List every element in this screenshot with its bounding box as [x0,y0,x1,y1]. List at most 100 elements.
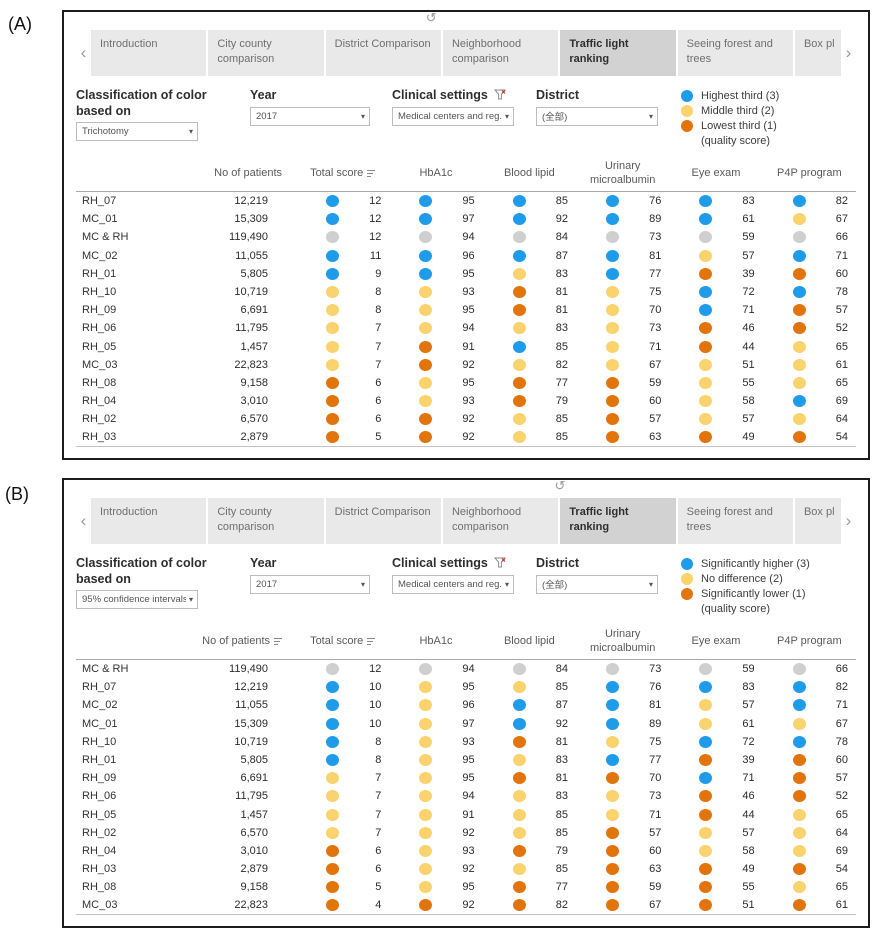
lipid-yellow-dot[interactable] [512,808,526,821]
urinary-yellow-dot[interactable] [606,304,619,317]
score-blue-dot[interactable] [326,735,339,748]
row-label[interactable]: RH_06 [82,322,117,335]
score-yellow-dot[interactable] [326,322,339,335]
legend-item-blue[interactable]: Significantly higher (3) [681,558,856,570]
row-label[interactable]: RH_10 [82,286,117,299]
lipid-yellow-dot[interactable] [512,322,526,335]
lipid-gray-dot[interactable] [512,231,526,244]
urinary-orange-dot[interactable] [606,844,619,857]
lipid-orange-dot[interactable] [512,844,526,857]
row-label[interactable]: RH_10 [82,735,117,748]
tab-city-county-comparison[interactable]: City county comparison [208,498,324,544]
hba1c-orange-dot[interactable] [419,899,433,912]
eye-yellow-dot[interactable] [699,358,713,371]
p4p-blue-dot[interactable] [792,699,806,712]
legend-item-yellow[interactable]: Middle third (2) [681,105,856,117]
lipid-blue-dot[interactable] [512,195,526,208]
row-label[interactable]: RH_04 [82,844,117,857]
eye-blue-dot[interactable] [699,772,713,785]
lipid-blue-dot[interactable] [512,699,526,712]
lipid-blue-dot[interactable] [512,249,526,262]
urinary-orange-dot[interactable] [606,772,619,785]
lipid-gray-dot[interactable] [512,663,526,676]
p4p-blue-dot[interactable] [792,681,806,694]
hba1c-blue-dot[interactable] [419,249,433,262]
p4p-blue-dot[interactable] [792,286,806,299]
score-orange-dot[interactable] [326,863,339,876]
tabs-scroll-left-icon[interactable]: ‹ [80,43,87,62]
tab-district-comparison[interactable]: District Comparison [325,30,441,76]
hba1c-orange-dot[interactable] [419,340,433,353]
p4p-orange-dot[interactable] [792,431,806,444]
hba1c-blue-dot[interactable] [419,195,433,208]
lipid-orange-dot[interactable] [512,304,526,317]
district-select[interactable]: (全部) ▾ [536,574,658,594]
eye-orange-dot[interactable] [699,754,713,767]
score-orange-dot[interactable] [326,899,339,912]
score-blue-dot[interactable] [326,267,339,280]
urinary-orange-dot[interactable] [606,395,619,408]
row-label[interactable]: MC & RH [82,663,129,676]
row-label[interactable]: RH_01 [82,754,117,767]
score-orange-dot[interactable] [326,431,339,444]
hba1c-yellow-dot[interactable] [419,717,433,730]
lipid-yellow-dot[interactable] [512,826,526,839]
urinary-blue-dot[interactable] [606,754,619,767]
hba1c-yellow-dot[interactable] [419,322,433,335]
p4p-orange-dot[interactable] [792,322,806,335]
score-yellow-dot[interactable] [326,790,339,803]
hba1c-blue-dot[interactable] [419,267,433,280]
row-label[interactable]: RH_06 [82,790,117,803]
p4p-orange-dot[interactable] [792,304,806,317]
eye-gray-dot[interactable] [699,663,713,676]
tab-traffic-light-ranking[interactable]: Traffic light ranking [560,498,676,544]
p4p-orange-dot[interactable] [792,772,806,785]
score-blue-dot[interactable] [326,681,339,694]
hba1c-yellow-dot[interactable] [419,286,433,299]
score-blue-dot[interactable] [326,213,339,226]
classification-select[interactable]: 95% confidence intervals ▾ [76,590,198,610]
row-label[interactable]: RH_02 [82,826,117,839]
score-blue-dot[interactable] [326,717,339,730]
clinical-settings-select[interactable]: Medical centers and reg... ▾ [392,574,514,594]
urinary-blue-dot[interactable] [606,249,619,262]
score-yellow-dot[interactable] [326,358,339,371]
p4p-yellow-dot[interactable] [792,881,806,894]
score-blue-dot[interactable] [326,754,339,767]
urinary-blue-dot[interactable] [606,681,619,694]
score-yellow-dot[interactable] [326,772,339,785]
tab-traffic-light-ranking[interactable]: Traffic light ranking [560,30,676,76]
urinary-gray-dot[interactable] [606,663,619,676]
lipid-blue-dot[interactable] [512,717,526,730]
total-score-sort-icon[interactable] [367,169,376,178]
p4p-orange-dot[interactable] [792,790,806,803]
tab-neighborhood-comparison[interactable]: Neighborhood comparison [442,498,559,544]
hba1c-yellow-dot[interactable] [419,376,433,389]
score-blue-dot[interactable] [326,195,339,208]
patients-sort-icon[interactable] [274,637,282,646]
urinary-yellow-dot[interactable] [606,322,619,335]
score-orange-dot[interactable] [326,395,339,408]
p4p-yellow-dot[interactable] [792,808,806,821]
eye-orange-dot[interactable] [699,431,713,444]
hba1c-gray-dot[interactable] [419,231,433,244]
p4p-gray-dot[interactable] [792,663,806,676]
lipid-blue-dot[interactable] [512,340,526,353]
row-label[interactable]: RH_05 [82,340,117,353]
row-label[interactable]: RH_04 [82,395,117,408]
eye-gray-dot[interactable] [699,231,713,244]
legend-item-orange[interactable]: Significantly lower (1) [681,588,856,600]
legend-item-blue[interactable]: Highest third (3) [681,90,856,102]
p4p-orange-dot[interactable] [792,863,806,876]
eye-orange-dot[interactable] [699,808,713,821]
eye-blue-dot[interactable] [699,735,713,748]
refresh-icon[interactable]: ↺ [554,478,566,493]
classification-select[interactable]: Trichotomy ▾ [76,122,198,142]
eye-yellow-dot[interactable] [699,826,713,839]
lipid-blue-dot[interactable] [512,213,526,226]
urinary-yellow-dot[interactable] [606,790,619,803]
eye-yellow-dot[interactable] [699,395,713,408]
hba1c-yellow-dot[interactable] [419,863,433,876]
lipid-yellow-dot[interactable] [512,431,526,444]
p4p-blue-dot[interactable] [792,395,806,408]
